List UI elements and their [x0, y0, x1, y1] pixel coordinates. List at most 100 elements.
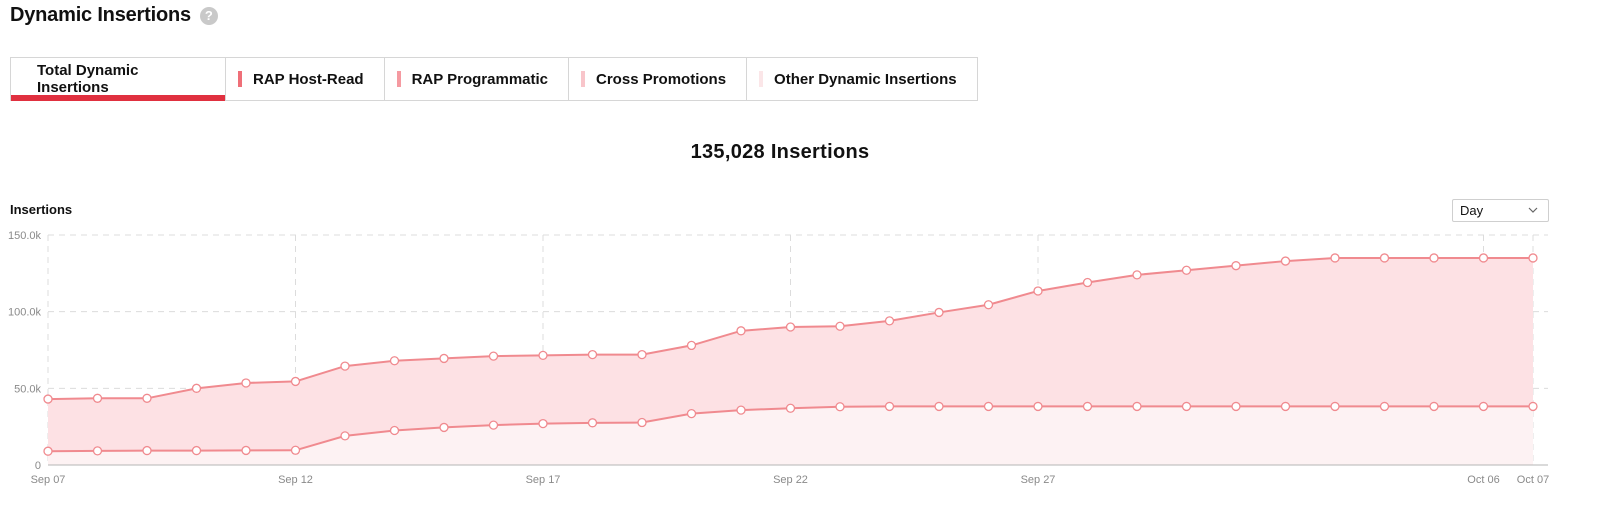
page-title: Dynamic Insertions	[10, 4, 191, 26]
series-color-swatch	[759, 71, 764, 87]
data-point	[884, 316, 895, 326]
tab-label: RAP Host-Read	[253, 70, 364, 88]
x-tick-label: Sep 07	[31, 474, 66, 486]
data-point	[1181, 401, 1192, 412]
data-point	[934, 307, 944, 318]
data-point	[43, 446, 53, 456]
data-point	[290, 376, 301, 387]
series-color-swatch	[238, 71, 242, 87]
data-point	[1280, 401, 1291, 412]
data-point	[290, 445, 301, 455]
tab-rap-programmatic[interactable]: RAP Programmatic	[385, 58, 570, 100]
data-point	[835, 321, 845, 331]
data-point	[488, 420, 499, 430]
data-point	[884, 401, 895, 412]
data-point	[1132, 270, 1142, 280]
data-point	[983, 401, 994, 412]
data-point	[389, 356, 400, 366]
series-color-swatch	[581, 71, 586, 87]
page-header: Dynamic Insertions ?	[10, 4, 218, 27]
y-tick-label: 100.0k	[8, 307, 42, 319]
tab-rap-host-read[interactable]: RAP Host-Read	[226, 58, 385, 100]
tab-total-dynamic-insertions[interactable]: Total Dynamic Insertions	[11, 58, 226, 101]
data-point	[1132, 401, 1142, 412]
y-tick-label: 0	[35, 460, 41, 472]
metric-tabs: Total Dynamic Insertions RAP Host-Read R…	[10, 57, 978, 101]
granularity-value: Day	[1460, 203, 1484, 218]
data-point	[92, 446, 103, 456]
data-point	[92, 393, 103, 403]
data-point	[835, 402, 845, 412]
data-point	[1082, 401, 1093, 412]
series-color-swatch	[396, 71, 401, 87]
y-axis-title: Insertions	[10, 202, 73, 217]
data-point	[1231, 261, 1241, 271]
data-point	[637, 349, 647, 360]
data-point	[191, 445, 202, 456]
data-point	[686, 340, 697, 351]
data-point	[587, 418, 598, 428]
data-point	[1280, 256, 1291, 266]
data-point	[1033, 286, 1043, 296]
data-point	[1528, 401, 1538, 412]
data-point	[1379, 401, 1390, 412]
data-point	[389, 425, 400, 436]
data-point	[241, 378, 251, 388]
x-tick-label: Sep 27	[1021, 474, 1056, 486]
data-point	[587, 349, 598, 360]
data-point	[1528, 253, 1538, 263]
question-mark-circle-icon[interactable]: ?	[199, 6, 218, 25]
x-tick-label: Oct 06	[1467, 474, 1499, 486]
data-point	[1429, 253, 1439, 263]
tab-cross-promotions[interactable]: Cross Promotions	[569, 58, 748, 100]
data-point	[1231, 401, 1241, 412]
data-point	[1379, 253, 1390, 263]
data-point	[488, 351, 499, 361]
chevron-down-icon	[1528, 207, 1538, 213]
x-tick-label: Sep 17	[526, 474, 561, 486]
x-tick-label: Sep 12	[278, 474, 313, 486]
data-point	[785, 403, 796, 413]
granularity-select[interactable]: Day	[1452, 199, 1549, 222]
y-tick-label: 50.0k	[14, 383, 41, 395]
data-point	[439, 422, 449, 433]
data-point	[736, 326, 746, 336]
data-point	[538, 418, 548, 429]
data-point	[1330, 401, 1340, 412]
data-point	[1181, 265, 1192, 275]
data-point	[637, 417, 647, 428]
data-point	[439, 353, 449, 364]
data-point	[43, 394, 53, 404]
data-point	[1082, 277, 1093, 288]
data-point	[142, 445, 152, 456]
insertions-area-chart: 0 50.0k 100.0k 150.0k Sep 07 Sep 12 Sep 17 Sep …	[8, 230, 1549, 486]
x-tick-label: Oct 07	[1517, 474, 1549, 486]
data-point	[785, 322, 796, 332]
data-point	[1429, 401, 1439, 412]
lower-series-area	[48, 406, 1533, 465]
total-insertions: 135,028 Insertions	[690, 141, 870, 163]
data-point	[1033, 401, 1043, 412]
active-tab-indicator	[11, 95, 225, 101]
data-point	[736, 405, 746, 415]
upper-series-area	[48, 257, 1533, 452]
data-point	[191, 383, 202, 393]
tab-other-dynamic-insertions[interactable]: Other Dynamic Insertions	[747, 58, 977, 100]
tab-label: Total Dynamic Insertions	[37, 62, 139, 96]
data-point	[142, 393, 152, 403]
data-point	[340, 361, 350, 371]
data-point	[241, 445, 251, 456]
x-tick-label: Sep 22	[773, 474, 808, 486]
data-point	[538, 350, 548, 361]
data-point	[934, 401, 944, 412]
tab-label: Other Dynamic Insertions	[774, 70, 957, 88]
data-point	[686, 408, 697, 419]
data-point	[340, 431, 350, 441]
tab-label: RAP Programmatic	[411, 70, 549, 88]
tab-label: Cross Promotions	[596, 70, 727, 88]
y-tick-label: 150.0k	[8, 230, 42, 242]
data-point	[1478, 401, 1489, 412]
data-point	[1330, 253, 1340, 263]
data-point	[1478, 253, 1489, 263]
data-point	[983, 300, 994, 310]
